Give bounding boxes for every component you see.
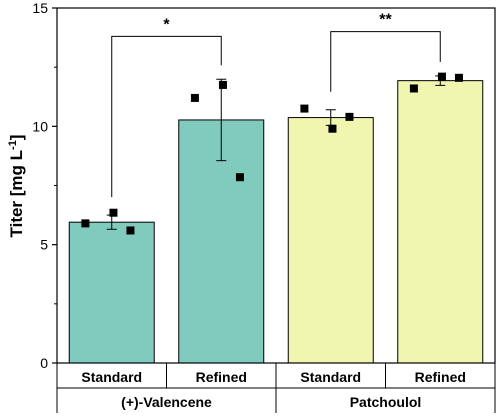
y-axis-title-close: ] xyxy=(7,135,26,141)
y-tick-label: 0 xyxy=(40,355,48,371)
y-axis-ticks: 0 5 10 15 xyxy=(32,0,57,371)
data-point xyxy=(437,72,446,81)
data-point xyxy=(409,84,418,93)
significance-label: ** xyxy=(379,12,392,29)
y-axis-title-superscript: -1 xyxy=(7,140,19,150)
data-point xyxy=(345,112,354,121)
bar xyxy=(68,221,155,364)
significance-bracket: * xyxy=(111,16,222,198)
category-axis: Standard Refined Standard Refined (+)-Valenc… xyxy=(56,363,496,413)
category-label: Standard xyxy=(300,369,361,385)
category-label: Refined xyxy=(415,369,466,385)
y-tick-label: 10 xyxy=(32,118,48,134)
data-point xyxy=(218,80,227,89)
significance-brackets: * ** xyxy=(111,12,441,198)
group-label: (+)-Valencene xyxy=(121,394,212,410)
data-point xyxy=(328,124,337,133)
data-point xyxy=(126,226,135,235)
y-axis-title: Titer [mg L-1] xyxy=(7,135,26,238)
y-tick-label: 15 xyxy=(32,0,48,16)
category-label: Standard xyxy=(81,369,142,385)
significance-label: * xyxy=(163,16,170,33)
data-point xyxy=(235,173,244,182)
data-points xyxy=(81,72,463,235)
bar xyxy=(397,80,484,364)
error-bar xyxy=(216,78,227,162)
data-point xyxy=(190,93,199,102)
bar xyxy=(287,117,374,364)
bars xyxy=(68,80,484,364)
bracket-line xyxy=(111,35,222,198)
bracket-line xyxy=(330,31,441,92)
data-point xyxy=(300,104,309,113)
y-axis-title-main: Titer [mg L xyxy=(7,150,26,238)
group-label: Patchoulol xyxy=(350,394,422,410)
error-bars xyxy=(106,75,446,230)
significance-bracket: ** xyxy=(330,12,441,92)
data-point xyxy=(81,219,90,228)
data-point xyxy=(454,73,463,82)
category-label: Refined xyxy=(196,369,247,385)
data-point xyxy=(109,208,118,217)
y-tick-label: 5 xyxy=(40,237,48,253)
